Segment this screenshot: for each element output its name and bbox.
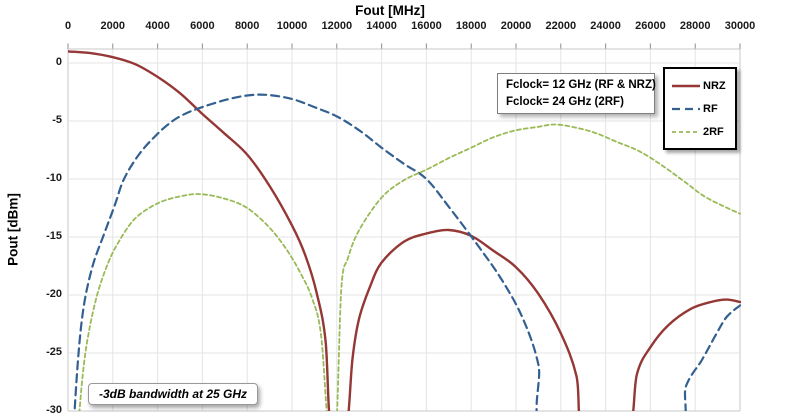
y-tick-label-0: 0 bbox=[55, 56, 62, 68]
x-tick-label-24000: 24000 bbox=[590, 20, 621, 32]
x-tick-label-0: 0 bbox=[64, 20, 72, 32]
x-tick-label-12000: 12000 bbox=[321, 20, 353, 32]
legend: NRZ RF 2RF bbox=[663, 67, 737, 150]
rf-line-sample-icon bbox=[672, 107, 700, 110]
x-tick-label-30000: 30000 bbox=[724, 20, 756, 32]
fclock-line-2: Fclock= 24 GHz (2RF) bbox=[506, 95, 624, 108]
x-axis-title: Fout [MHz] bbox=[355, 3, 425, 18]
x-tick-label-18000: 18000 bbox=[455, 20, 487, 32]
x-tick-label-16000: 16000 bbox=[411, 20, 442, 32]
2rf-line-sample-icon bbox=[672, 130, 700, 133]
y-tick-label--30: -30 bbox=[46, 404, 62, 416]
fclock-annotation-box: Fclock= 12 GHz (RF & NRZ) Fclock= 24 GHz… bbox=[497, 73, 656, 115]
legend-label-nrz: NRZ bbox=[703, 79, 726, 92]
nrz-line-sample-icon bbox=[672, 84, 700, 87]
y-tick-label--20: -20 bbox=[46, 288, 62, 300]
x-tick-label-20000: 20000 bbox=[500, 20, 532, 32]
x-tick-label-6000: 6000 bbox=[190, 20, 215, 32]
x-tick-label-22000: 22000 bbox=[545, 20, 577, 32]
y-tick-label--5: -5 bbox=[52, 114, 62, 126]
y-tick-label--25: -25 bbox=[46, 346, 62, 358]
x-tick-label-28000: 28000 bbox=[679, 20, 711, 32]
legend-item-rf: RF bbox=[671, 97, 731, 120]
legend-label-2rf: 2RF bbox=[703, 125, 724, 138]
x-tick-label-26000: 26000 bbox=[635, 20, 666, 32]
x-tick-label-10000: 10000 bbox=[276, 20, 308, 32]
legend-item-2rf: 2RF bbox=[671, 120, 731, 143]
legend-label-rf: RF bbox=[703, 102, 718, 115]
x-tick-label-14000: 14000 bbox=[366, 20, 397, 32]
legend-item-nrz: NRZ bbox=[671, 74, 731, 97]
x-tick-label-2000: 2000 bbox=[100, 20, 126, 32]
y-tick-label--10: -10 bbox=[46, 172, 62, 184]
x-tick-label-4000: 4000 bbox=[145, 20, 170, 32]
fclock-line-1: Fclock= 12 GHz (RF & NRZ) bbox=[506, 79, 656, 91]
bandwidth-note: -3dB bandwidth at 25 GHz bbox=[88, 383, 259, 405]
x-tick-label-8000: 8000 bbox=[234, 20, 260, 32]
y-tick-label--15: -15 bbox=[46, 230, 62, 242]
